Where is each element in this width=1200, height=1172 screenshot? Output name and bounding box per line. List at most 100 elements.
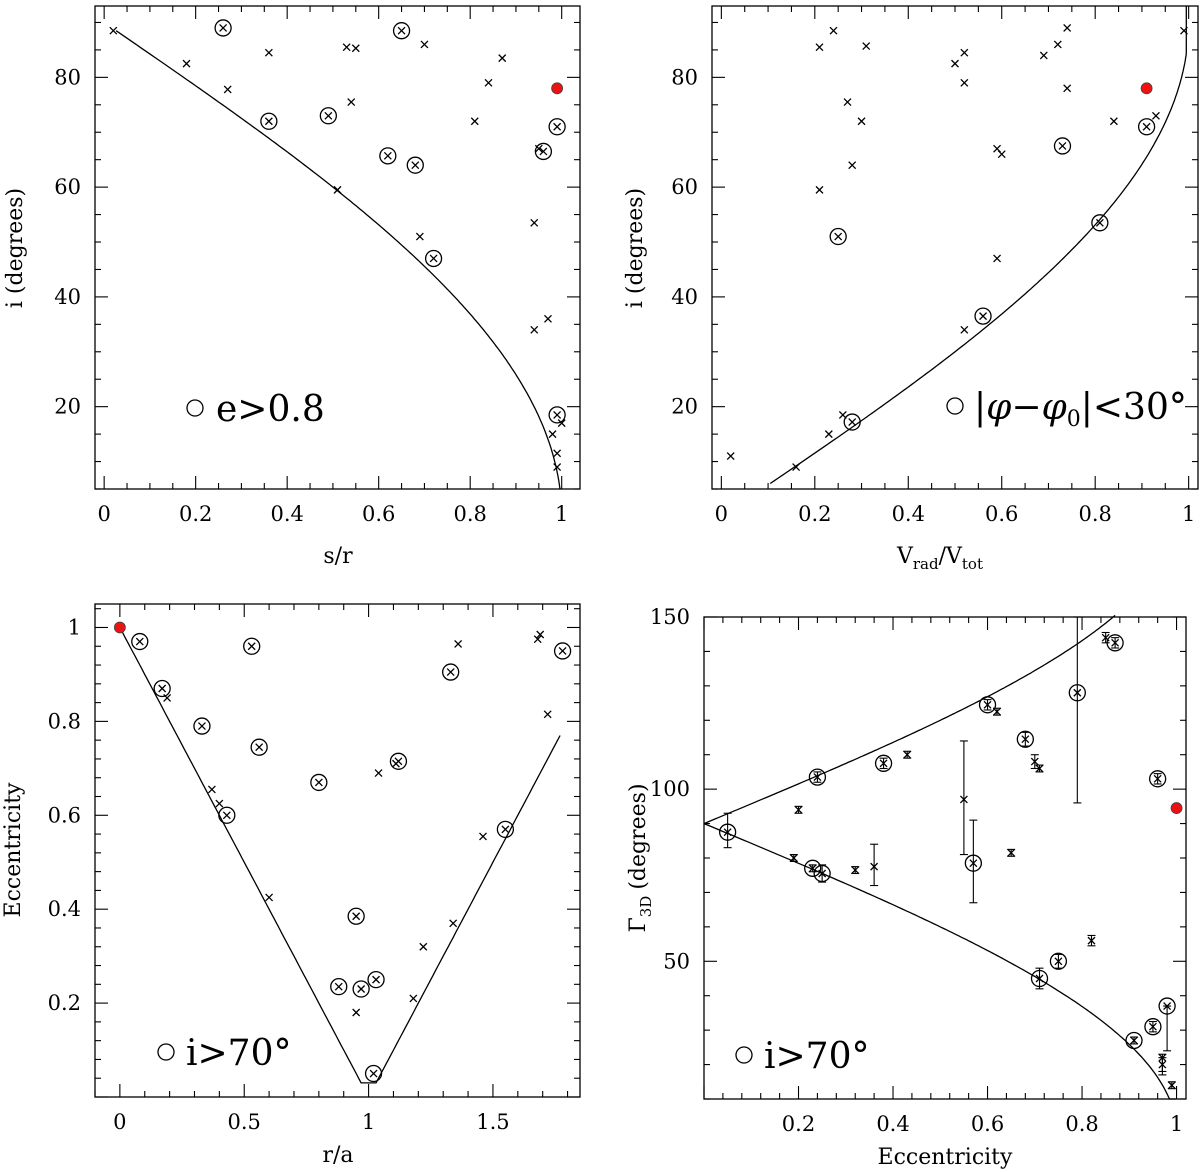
circled-point bbox=[974, 307, 992, 325]
cross-point bbox=[479, 832, 487, 841]
highlighted-point bbox=[1170, 802, 1183, 814]
circled-point bbox=[1091, 214, 1109, 232]
cross-point bbox=[726, 452, 735, 461]
cross-point bbox=[334, 982, 343, 991]
y-tick-label: 80 bbox=[54, 65, 81, 89]
x-axis-label: Eccentricity bbox=[878, 1145, 1013, 1170]
cross-point bbox=[851, 866, 860, 875]
cross-point bbox=[815, 43, 824, 52]
cross-point bbox=[997, 150, 1006, 159]
data-markers bbox=[109, 19, 566, 472]
cross-point bbox=[383, 151, 392, 160]
cross-point bbox=[394, 757, 403, 766]
cross-point bbox=[446, 668, 455, 677]
highlighted-point bbox=[551, 82, 564, 95]
cross-point bbox=[848, 418, 857, 426]
circled-point bbox=[548, 406, 566, 424]
cross-point bbox=[409, 994, 418, 1003]
circled-point bbox=[330, 978, 348, 996]
x-tick-label: 1.5 bbox=[476, 1110, 509, 1134]
cross-point bbox=[951, 59, 959, 68]
x-axis-label: s/r bbox=[323, 544, 353, 569]
sr-limit-curve bbox=[115, 30, 561, 490]
legend-text: e>0.8 bbox=[216, 389, 325, 430]
cross-point bbox=[135, 637, 144, 646]
circled-point bbox=[874, 754, 893, 772]
legend: i>70° bbox=[157, 1033, 292, 1074]
x-axis-label: Vrad/Vtot bbox=[896, 544, 983, 573]
circled-point bbox=[548, 118, 566, 136]
cross-point bbox=[197, 722, 206, 731]
cross-point bbox=[553, 449, 562, 458]
cross-point bbox=[374, 769, 383, 777]
cross-point bbox=[264, 48, 273, 57]
circled-point bbox=[131, 632, 149, 651]
limit-curve bbox=[769, 6, 1187, 485]
cross-point bbox=[862, 42, 871, 51]
circled-point bbox=[250, 738, 268, 756]
cross-point bbox=[342, 43, 351, 52]
circled-point bbox=[1148, 770, 1167, 788]
cross-point bbox=[420, 40, 429, 49]
cross-point bbox=[960, 48, 969, 57]
cross-point bbox=[834, 232, 843, 241]
cross-point bbox=[1063, 84, 1072, 93]
plot-frame bbox=[94, 603, 581, 1098]
x-tick-label: 1 bbox=[555, 502, 568, 526]
cross-point bbox=[219, 23, 228, 32]
x-tick-label: 0 bbox=[97, 502, 110, 526]
legend-text: i>70° bbox=[186, 1033, 292, 1074]
cross-point bbox=[182, 59, 191, 68]
circled-point bbox=[718, 823, 737, 841]
cross-point bbox=[222, 811, 231, 820]
y-tick-label: 0.6 bbox=[48, 803, 81, 827]
cross-point bbox=[372, 975, 381, 984]
cross-point bbox=[1035, 764, 1044, 773]
limit-curve bbox=[119, 627, 561, 1084]
cross-point bbox=[351, 44, 360, 53]
y-axis-label: i (degrees) bbox=[623, 188, 648, 308]
axis-ticks: 0 0.2 0.4 0.6 0.8 1 20 40 60 80 bbox=[54, 6, 580, 526]
legend-circle-icon bbox=[735, 1046, 753, 1064]
cross-point bbox=[870, 862, 879, 871]
cross-point bbox=[429, 254, 438, 263]
cross-point bbox=[1021, 735, 1030, 744]
cross-point bbox=[969, 859, 978, 868]
data-markers bbox=[726, 23, 1188, 472]
circled-point bbox=[319, 107, 337, 125]
cross-point bbox=[314, 778, 323, 787]
circled-point bbox=[406, 156, 424, 174]
circled-point bbox=[964, 854, 983, 872]
circled-point bbox=[808, 768, 827, 786]
x-tick-label: 0 bbox=[113, 1110, 126, 1134]
y-tick-label: 60 bbox=[671, 175, 698, 199]
cross-point bbox=[553, 122, 562, 131]
x-tick-label: 0.4 bbox=[270, 502, 303, 526]
cross-point bbox=[979, 312, 987, 321]
cross-point bbox=[333, 185, 342, 194]
axis-ticks: 0 0.5 1 1.5 0.2 0.4 0.6 0.8 1 bbox=[48, 604, 580, 1134]
circled-point bbox=[1144, 1018, 1162, 1036]
x-axis-label: r/a bbox=[322, 1143, 353, 1168]
circled-point bbox=[843, 413, 861, 431]
x-tick-label: 0.2 bbox=[798, 502, 831, 526]
y-tick-label: 80 bbox=[671, 65, 698, 89]
panel-ecc-vs-ra: 0 0.5 1 1.5 0.2 0.4 0.6 0.8 1 i>70° r/a Eccentri… bbox=[1, 603, 581, 1168]
x-tick-label: 0.8 bbox=[1065, 1112, 1098, 1136]
cross-point bbox=[1095, 218, 1104, 227]
cross-point bbox=[1087, 936, 1096, 945]
x-tick-label: 0.4 bbox=[892, 502, 925, 526]
circled-point bbox=[1049, 952, 1068, 970]
cross-point bbox=[1053, 40, 1062, 49]
x-tick-label: 0.8 bbox=[1078, 502, 1111, 526]
cross-point bbox=[369, 1069, 378, 1078]
circled-point bbox=[364, 1064, 383, 1083]
x-tick-label: 0.2 bbox=[782, 1112, 815, 1136]
cross-point bbox=[794, 805, 803, 814]
circled-point bbox=[534, 142, 553, 161]
cross-point bbox=[265, 893, 274, 902]
circled-point bbox=[1137, 118, 1156, 136]
cross-point bbox=[558, 646, 567, 655]
x-tick-label: 1 bbox=[362, 1110, 375, 1134]
cross-point bbox=[530, 218, 539, 227]
